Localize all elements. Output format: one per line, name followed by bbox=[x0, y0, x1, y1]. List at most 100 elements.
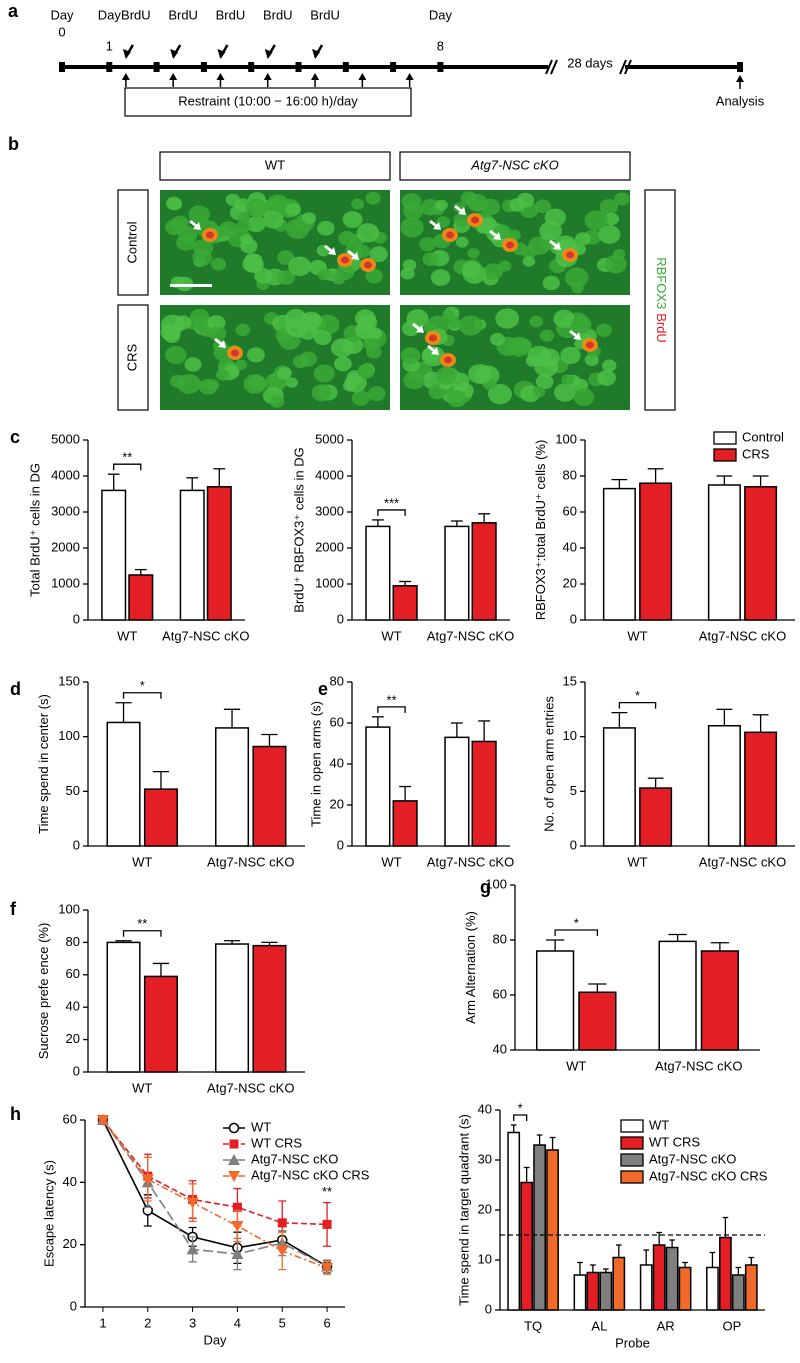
cell bbox=[316, 314, 340, 335]
bar bbox=[143, 975, 178, 1073]
panel-letter: c bbox=[10, 427, 20, 447]
cell bbox=[554, 383, 576, 402]
cell bbox=[419, 237, 436, 252]
series-line bbox=[102, 1119, 328, 1226]
brdu-core bbox=[506, 241, 514, 249]
x-tick-label: WT bbox=[566, 1058, 586, 1073]
y-tick-label: 20 bbox=[563, 575, 577, 590]
legend-label: WT CRS bbox=[649, 1134, 700, 1149]
y-tick-label: 5 bbox=[570, 783, 577, 798]
pointer-head bbox=[193, 222, 201, 230]
bar bbox=[639, 482, 673, 621]
stain-name: BrdU bbox=[654, 313, 669, 343]
bar bbox=[106, 721, 141, 847]
injection-label: BrdU bbox=[121, 7, 151, 22]
data-point bbox=[141, 1174, 154, 1186]
arrow-head bbox=[216, 73, 225, 80]
x-tick-label: TQ bbox=[524, 1318, 542, 1333]
data-point bbox=[232, 1202, 242, 1212]
bar bbox=[731, 1274, 745, 1311]
y-tick-label: 80 bbox=[66, 934, 80, 949]
legend-label: Atg7-NSC cKO bbox=[649, 1151, 736, 1166]
day-tick bbox=[59, 62, 65, 72]
cell bbox=[242, 255, 263, 273]
x-axis-label: Probe bbox=[615, 1335, 650, 1350]
significance-label: ** bbox=[137, 916, 147, 931]
panel-letter: a bbox=[8, 1, 19, 21]
x-tick-label: 4 bbox=[234, 1315, 241, 1330]
pointer-head bbox=[493, 232, 501, 240]
panel-letter: f bbox=[10, 899, 17, 919]
data-point bbox=[277, 1218, 287, 1228]
y-tick-label: 10 bbox=[563, 728, 577, 743]
cell bbox=[313, 330, 332, 346]
y-axis-label: Time in open arms (s) bbox=[308, 701, 323, 827]
cell bbox=[544, 208, 566, 227]
significance-bracket bbox=[377, 706, 406, 713]
cell bbox=[575, 232, 591, 246]
cell bbox=[178, 225, 198, 243]
arrow-head bbox=[169, 73, 178, 80]
cell bbox=[357, 363, 375, 379]
day-tick bbox=[200, 62, 207, 72]
injection-label: BrdU bbox=[263, 7, 293, 22]
cell bbox=[246, 215, 266, 233]
cell bbox=[330, 338, 354, 358]
cell bbox=[532, 386, 546, 398]
cell bbox=[225, 193, 240, 206]
x-tick-label: Atg7-NSC cKO bbox=[655, 1058, 742, 1073]
cell bbox=[245, 198, 268, 218]
cell bbox=[447, 316, 462, 329]
stain-box bbox=[644, 189, 676, 411]
y-tick-label: 100 bbox=[58, 728, 80, 743]
legend-marker bbox=[228, 1154, 240, 1165]
arrow-head bbox=[736, 75, 744, 82]
cell bbox=[367, 386, 386, 402]
y-tick-label: 3000 bbox=[315, 503, 344, 518]
arrow-head bbox=[405, 73, 414, 80]
arrow-head bbox=[122, 49, 131, 59]
cell bbox=[169, 374, 186, 388]
cell bbox=[317, 268, 332, 281]
cell bbox=[237, 212, 251, 224]
y-tick-label: 0 bbox=[485, 1301, 492, 1316]
y-tick-label: 100 bbox=[555, 431, 577, 446]
pointer-head bbox=[553, 242, 561, 250]
y-tick-label: 100 bbox=[485, 876, 507, 891]
pointer-head bbox=[416, 325, 424, 333]
y-axis-label: Escape latency (s) bbox=[41, 1160, 56, 1267]
panel-letter: d bbox=[10, 679, 21, 699]
x-tick-label: WT bbox=[627, 854, 647, 869]
y-tick-label: 60 bbox=[493, 986, 507, 1001]
cell bbox=[602, 359, 617, 372]
cell bbox=[286, 318, 309, 338]
cell bbox=[462, 261, 482, 278]
y-tick-label: 80 bbox=[563, 467, 577, 482]
y-tick-label: 20 bbox=[478, 1201, 492, 1216]
cell bbox=[604, 254, 627, 274]
bar bbox=[128, 574, 154, 621]
x-tick-label: 2 bbox=[144, 1315, 151, 1330]
cell bbox=[351, 198, 365, 210]
panel-letter: b bbox=[8, 134, 19, 154]
cell bbox=[334, 356, 352, 372]
cell bbox=[529, 315, 544, 328]
cell bbox=[269, 395, 285, 408]
brdu-core bbox=[341, 256, 349, 264]
injection-label: BrdU bbox=[310, 7, 340, 22]
panel-letter: g bbox=[480, 877, 491, 897]
cell bbox=[254, 268, 273, 284]
cell bbox=[506, 336, 531, 357]
bar bbox=[744, 1264, 758, 1311]
y-tick-label: 80 bbox=[493, 931, 507, 946]
cell bbox=[542, 275, 560, 291]
pointer-head bbox=[433, 222, 441, 230]
bar bbox=[678, 1266, 692, 1311]
bar bbox=[665, 1246, 679, 1311]
cell bbox=[488, 383, 512, 405]
bar bbox=[602, 727, 636, 847]
cell bbox=[285, 218, 310, 239]
cell bbox=[403, 202, 424, 220]
series-line bbox=[102, 1119, 328, 1268]
legend-swatch bbox=[620, 1119, 644, 1133]
